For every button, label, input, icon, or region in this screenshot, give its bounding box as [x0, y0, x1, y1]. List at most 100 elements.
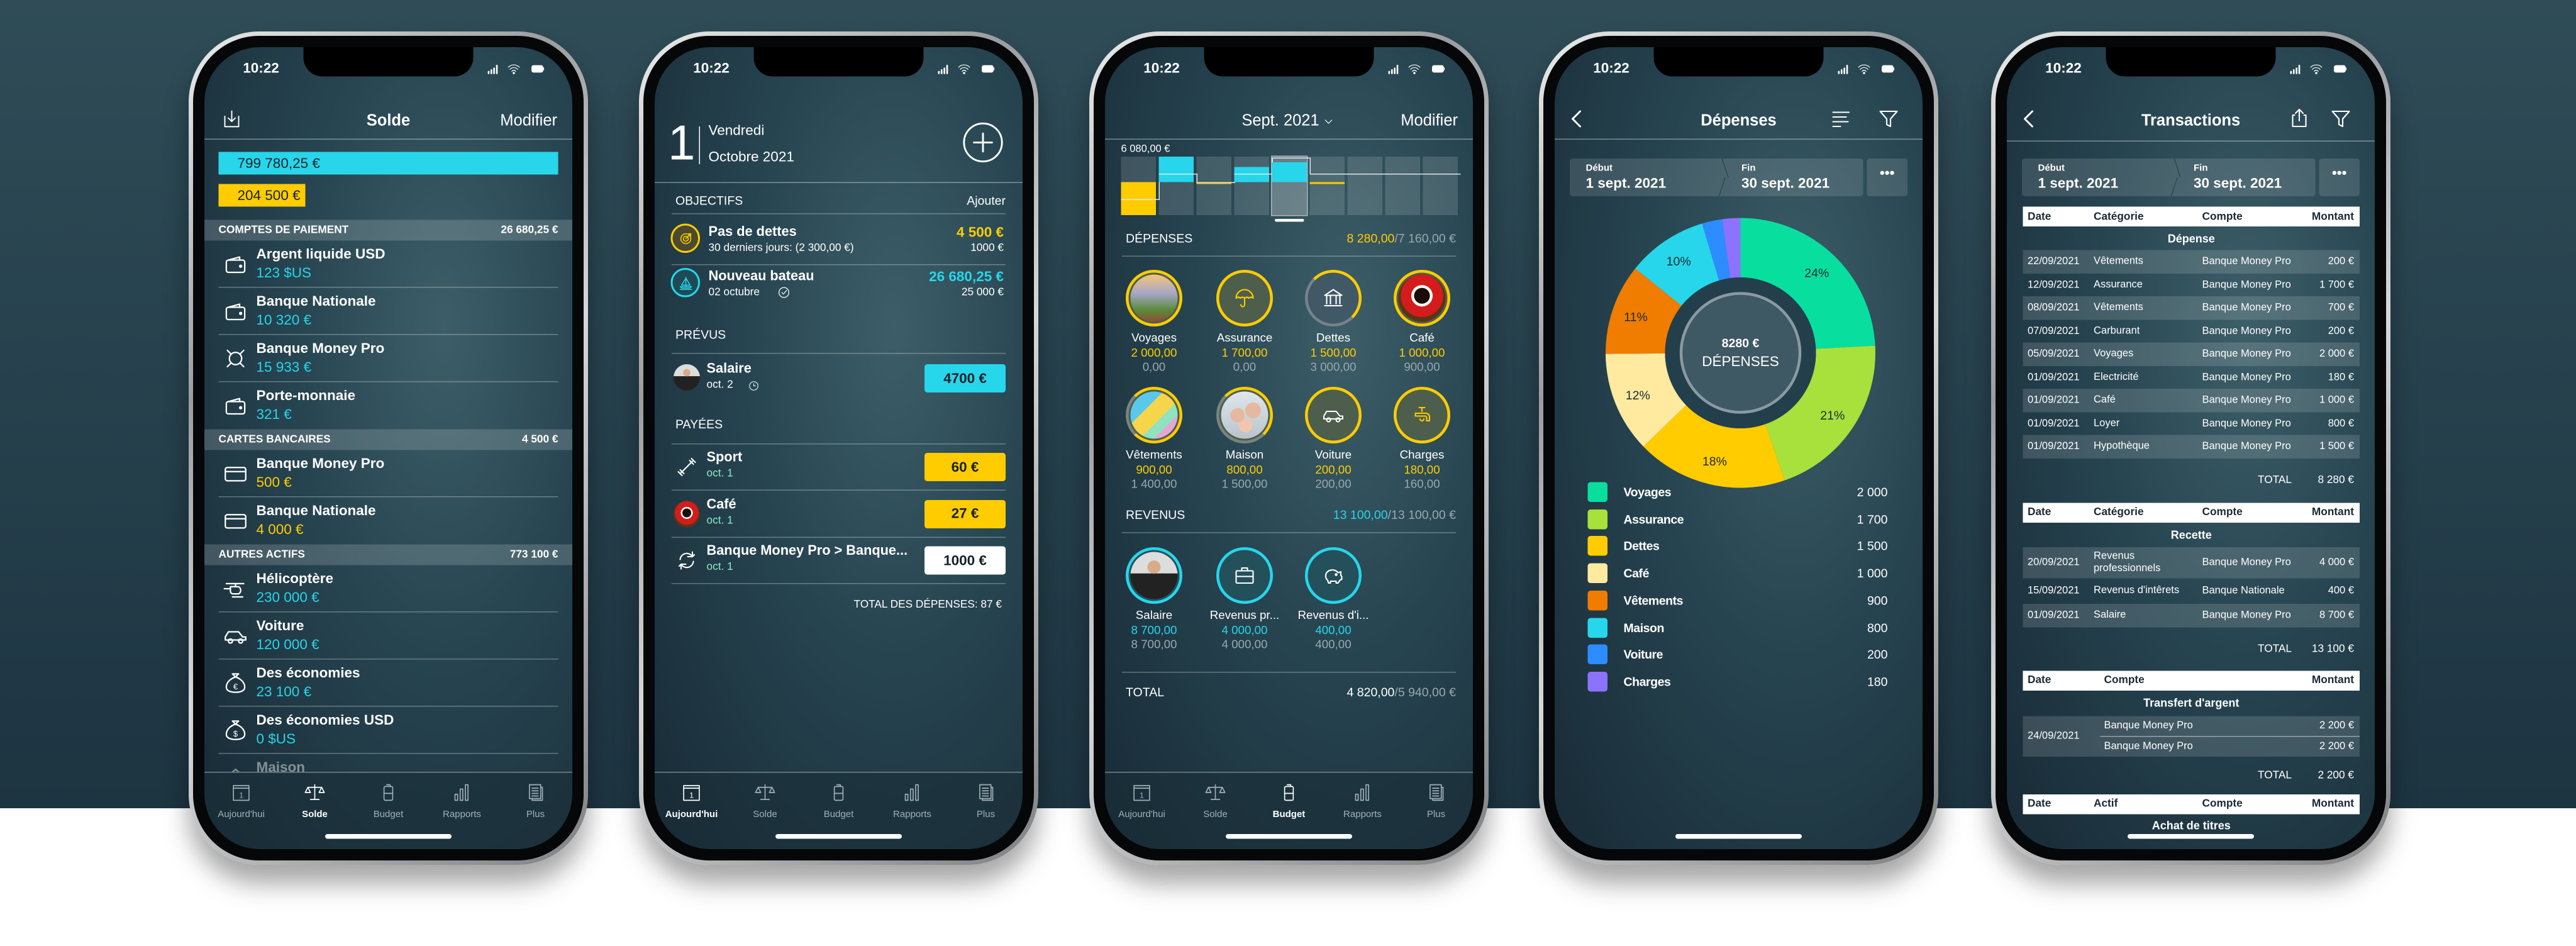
budget-category[interactable]: Maison 800,00 1 500,00: [1199, 387, 1290, 491]
date-range[interactable]: Début 1 sept. 2021 Fin 30 sept. 2021: [1570, 159, 1863, 196]
donut-center[interactable]: [1679, 292, 1802, 414]
legend-item[interactable]: Charges 180: [1587, 671, 1888, 693]
transaction-row[interactable]: 12/09/2021 Assurance Banque Money Pro 1 700…: [2023, 273, 2360, 296]
account-row[interactable]: Banque Nationale 10 320 €: [204, 288, 572, 335]
column-header[interactable]: Compte: [2104, 674, 2145, 686]
month-column[interactable]: [1385, 157, 1420, 215]
transaction-row[interactable]: 15/09/2021 Revenus d'intêrets Banque Natio…: [2023, 578, 2360, 604]
tab-documents[interactable]: Plus: [1399, 781, 1473, 822]
month-column[interactable]: [1309, 157, 1345, 215]
budget-category[interactable]: Voyages 2 000,00 0,00: [1109, 270, 1199, 374]
column-header[interactable]: Compte: [2202, 506, 2243, 518]
transaction-row[interactable]: 01/09/2021 Electricité Banque Money Pro 180…: [2023, 365, 2360, 389]
tab-bar-chart[interactable]: Rapports: [425, 781, 499, 822]
goal-name[interactable]: Pas de dettes: [708, 225, 797, 240]
budget-category[interactable]: Charges 180,00 160,00: [1377, 387, 1467, 491]
account-row[interactable]: Porte-monnaie 321 €: [204, 382, 572, 430]
transaction-row[interactable]: 01/09/2021 Loyer Banque Money Pro 800 €: [2023, 412, 2360, 435]
account-row[interactable]: $ Des économies USD 0 $US: [204, 707, 572, 754]
column-header[interactable]: Date: [2028, 506, 2051, 518]
account-row[interactable]: Maison: [204, 754, 572, 772]
home-indicator[interactable]: [1226, 834, 1352, 839]
budget-category[interactable]: Assurance 1 700,00 0,00: [1199, 270, 1290, 374]
column-header[interactable]: Compte: [2202, 798, 2243, 810]
amount-pill[interactable]: 60 €: [924, 453, 1006, 481]
filter-icon[interactable]: [1877, 108, 1900, 130]
more-button[interactable]: •••: [2319, 159, 2360, 196]
column-header[interactable]: Montant: [2311, 674, 2354, 686]
amount-pill[interactable]: 27 €: [924, 499, 1006, 528]
transaction-row[interactable]: 01/09/2021 Café Banque Money Pro 1 000 €: [2023, 389, 2360, 412]
column-header[interactable]: Catégorie: [2094, 506, 2144, 518]
budget-category[interactable]: Vêtements 900,00 1 400,00: [1109, 387, 1199, 491]
month-column[interactable]: [1234, 157, 1269, 215]
transfer-row[interactable]: 24/09/2021 Banque Money Pro 2 200 € Banque …: [2023, 715, 2360, 757]
legend-item[interactable]: Maison 800: [1587, 616, 1888, 639]
donut-slice-voiture[interactable]: [1702, 219, 1731, 281]
legend-item[interactable]: Vêtements 900: [1587, 589, 1888, 612]
transaction-name[interactable]: Banque Money Pro > Banque...: [706, 543, 908, 559]
budget-category[interactable]: Dettes 1 500,00 3 000,00: [1288, 270, 1379, 374]
transaction-row[interactable]: 22/09/2021 Vêtements Banque Money Pro 200 €: [2023, 250, 2360, 274]
tab-budget[interactable]: Budget: [352, 781, 425, 822]
account-row[interactable]: Argent liquide USD 123 $US: [204, 241, 572, 288]
amount-pill[interactable]: 4700 €: [924, 364, 1006, 392]
more-button[interactable]: •••: [1867, 159, 1907, 196]
legend-item[interactable]: Voiture 200: [1587, 643, 1888, 666]
tab-scale[interactable]: Solde: [728, 781, 802, 822]
month-column[interactable]: [1196, 157, 1231, 215]
column-header[interactable]: Montant: [2311, 798, 2354, 810]
donut-slice-charges[interactable]: [1722, 218, 1741, 279]
tab-scale[interactable]: Solde: [278, 781, 352, 822]
legend-item[interactable]: Voyages 2 000: [1587, 481, 1888, 504]
tab-budget[interactable]: Budget: [802, 781, 875, 822]
edit-button[interactable]: Modifier: [500, 111, 557, 130]
donut-slice-dettes[interactable]: [1643, 405, 1785, 488]
download-icon[interactable]: [221, 108, 242, 130]
account-row[interactable]: € Des économies 23 100 €: [204, 660, 572, 707]
plus-icon[interactable]: [962, 121, 1005, 164]
tab-budget[interactable]: Budget: [1252, 781, 1326, 822]
column-header[interactable]: Catégorie: [2094, 211, 2144, 223]
budget-category[interactable]: Salaire 8 700,00 8 700,00: [1109, 547, 1199, 651]
date-range[interactable]: Début 1 sept. 2021 Fin 30 sept. 2021: [2022, 159, 2316, 196]
donut-slice-café[interactable]: [1606, 353, 1687, 447]
goal-name[interactable]: Nouveau bateau: [708, 269, 814, 284]
tab-scale[interactable]: Solde: [1179, 781, 1252, 822]
transaction-row[interactable]: 01/09/2021 Salaire Banque Money Pro 8 700 €: [2023, 603, 2360, 627]
account-row[interactable]: Banque Money Pro 15 933 €: [204, 335, 572, 382]
add-goal-button[interactable]: Ajouter: [967, 193, 1006, 208]
home-indicator[interactable]: [1675, 834, 1802, 839]
transaction-name[interactable]: Café: [706, 496, 736, 512]
account-row[interactable]: Banque Money Pro 500 €: [204, 450, 572, 498]
back-icon[interactable]: [1566, 108, 1589, 130]
column-header[interactable]: Actif: [2094, 798, 2118, 810]
column-header[interactable]: Date: [2028, 798, 2051, 810]
budget-category[interactable]: Revenus pr... 4 000,00 4 000,00: [1199, 547, 1290, 651]
transaction-row[interactable]: 07/09/2021 Carburant Banque Money Pro 200 €: [2023, 320, 2360, 343]
home-indicator[interactable]: [325, 834, 452, 839]
month-column[interactable]: [1423, 157, 1458, 215]
legend-item[interactable]: Café 1 000: [1587, 562, 1888, 585]
transaction-row[interactable]: 20/09/2021 Revenus professionnels Banque M…: [2023, 547, 2360, 578]
transaction-row[interactable]: 08/09/2021 Vêtements Banque Money Pro 700 €: [2023, 296, 2360, 320]
donut-slice-voyages[interactable]: [1740, 218, 1875, 349]
tab-documents[interactable]: Plus: [949, 781, 1023, 822]
transaction-name[interactable]: Sport: [706, 450, 743, 465]
donut-slice-maison[interactable]: [1635, 223, 1719, 306]
column-header[interactable]: Date: [2028, 674, 2051, 686]
legend-item[interactable]: Dettes 1 500: [1587, 535, 1888, 558]
month-column[interactable]: [1347, 157, 1382, 215]
back-icon[interactable]: [2018, 108, 2041, 130]
tab-bar-chart[interactable]: Rapports: [1326, 781, 1399, 822]
budget-category[interactable]: Voiture 200,00 200,00: [1288, 387, 1379, 491]
tab-documents[interactable]: Plus: [499, 781, 572, 822]
column-header[interactable]: Montant: [2311, 506, 2354, 518]
amount-pill[interactable]: 1000 €: [924, 546, 1006, 575]
tab-calendar[interactable]: 1 Aujourd'hui: [204, 781, 278, 822]
budget-category[interactable]: Revenus d'i... 400,00 400,00: [1288, 547, 1379, 651]
column-header[interactable]: Compte: [2202, 211, 2243, 223]
period-selector[interactable]: Sept. 2021: [1105, 111, 1473, 130]
donut-slice-assurance[interactable]: [1765, 345, 1875, 481]
transaction-row[interactable]: 01/09/2021 Hypothèque Banque Money Pro 1 50…: [2023, 435, 2360, 459]
